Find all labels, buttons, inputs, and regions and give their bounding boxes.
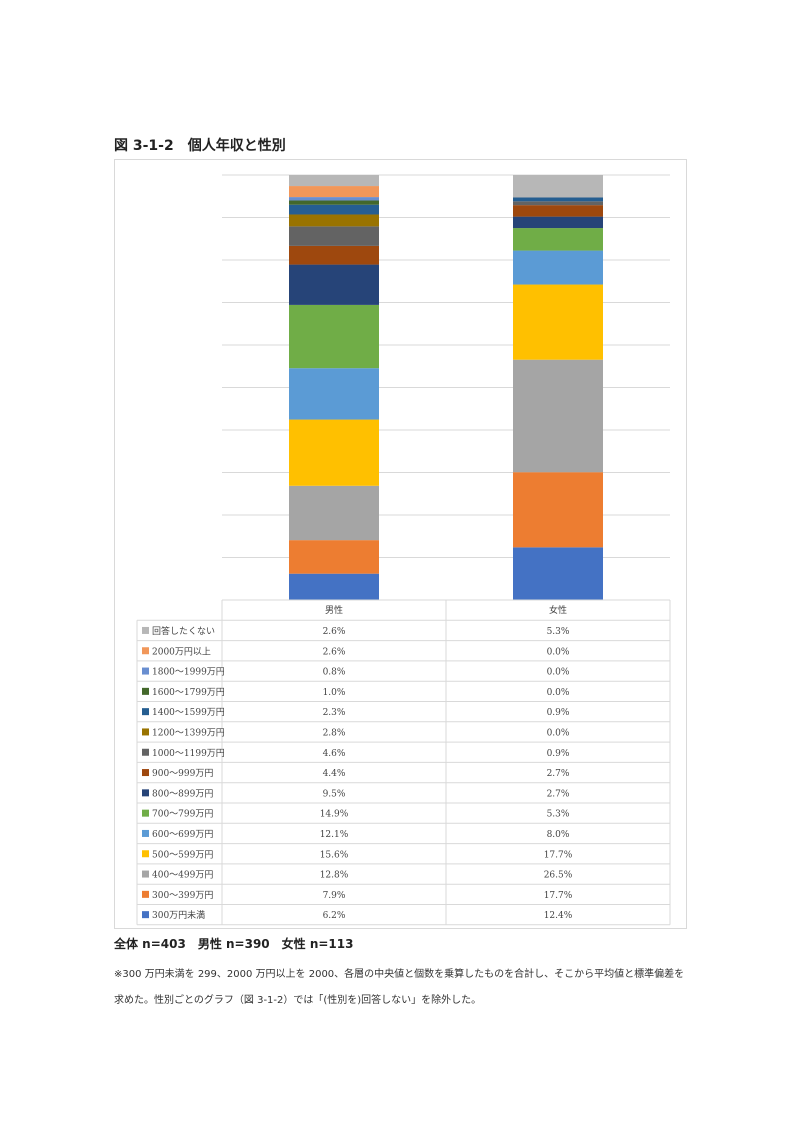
legend-label: 1200～1399万円 (152, 727, 225, 738)
bar-segment-1-0 (513, 547, 603, 600)
legend-swatch (142, 708, 149, 716)
legend-label: 1000～1199万円 (152, 748, 225, 759)
data-label: 0.0% (547, 668, 570, 678)
legend-swatch (142, 890, 149, 898)
data-label: 2.6% (323, 627, 346, 637)
legend-swatch (142, 850, 149, 858)
bar-segment-0-13 (289, 186, 379, 198)
category-label: 男性 (325, 604, 343, 616)
data-label: 0.0% (547, 647, 570, 657)
category-label: 女性 (549, 604, 567, 616)
sample-size-line: 全体 n=403 男性 n=390 女性 n=113 (114, 937, 354, 951)
legend-swatch (142, 769, 149, 777)
legend-label: 2000万円以上 (152, 646, 211, 657)
legend-label: 400～499万円 (152, 870, 213, 881)
legend-swatch (142, 829, 149, 837)
legend-label: 700～799万円 (152, 809, 213, 820)
bar-segment-1-1 (513, 472, 603, 548)
data-label: 0.9% (547, 708, 570, 718)
bar-segment-0-1 (289, 540, 379, 574)
legend-swatch (142, 728, 149, 736)
legend-label: 300～399万円 (152, 890, 213, 901)
data-label: 14.9% (320, 810, 349, 820)
figure-title: 図 3-1-2 個人年収と性別 (114, 138, 286, 154)
bar-segment-0-0 (289, 573, 379, 600)
legend-swatch (142, 626, 149, 634)
bar-segment-1-3 (513, 284, 603, 360)
bar-segment-0-3 (289, 419, 379, 486)
data-label: 4.4% (323, 769, 346, 779)
bar-segment-0-11 (289, 200, 379, 205)
bar-segment-0-14 (289, 175, 379, 187)
data-label: 17.7% (544, 891, 573, 901)
legend-swatch (142, 748, 149, 756)
data-label: 5.3% (547, 627, 570, 637)
bar-segment-0-5 (289, 304, 379, 369)
data-label: 26.5% (544, 871, 573, 881)
bar-segment-1-5 (513, 228, 603, 251)
data-label: 2.7% (547, 769, 570, 779)
footnote: ※300 万円未満を 299、2000 万円以上を 2000、各層の中央値と個数… (114, 969, 685, 1006)
data-label: 0.0% (547, 728, 570, 738)
bar-segment-0-4 (289, 368, 379, 420)
data-label: 12.8% (320, 871, 349, 881)
legend-label: 回答したくない (152, 625, 215, 637)
data-label: 2.6% (323, 647, 346, 657)
bar-segment-0-9 (289, 214, 379, 227)
legend-label: 900～999万円 (152, 768, 213, 779)
chart-frame: 男性 女性回答したくない 2.6% 5.3% 2000万円以上 2.6% 0.0% 1800～… (114, 159, 687, 929)
data-label: 12.1% (320, 830, 349, 840)
bar-segment-1-14 (513, 175, 603, 198)
bar-segment-1-8 (513, 201, 603, 206)
legend-label: 800～899万円 (152, 788, 213, 799)
legend-swatch (142, 789, 149, 797)
bar-segment-0-2 (289, 485, 379, 541)
data-label: 4.6% (323, 749, 346, 759)
legend-swatch (142, 870, 149, 878)
data-label: 2.7% (547, 789, 570, 799)
bar-segment-0-12 (289, 197, 379, 201)
bar-segment-0-6 (289, 264, 379, 305)
bar-segment-1-4 (513, 250, 603, 285)
data-label: 1.0% (323, 688, 346, 698)
data-label: 12.4% (544, 911, 573, 921)
bar-segment-0-8 (289, 226, 379, 246)
data-label: 8.0% (547, 830, 570, 840)
data-label: 2.8% (323, 728, 346, 738)
data-label: 0.8% (323, 668, 346, 678)
data-label: 0.9% (547, 749, 570, 759)
bar-segment-0-7 (289, 245, 379, 265)
legend-swatch (142, 911, 149, 919)
bar-segment-0-10 (289, 204, 379, 215)
data-label: 7.9% (323, 891, 346, 901)
legend-swatch (142, 647, 149, 655)
legend-label: 1600～1799万円 (152, 687, 225, 698)
bar-segment-1-6 (513, 216, 603, 229)
legend-swatch (142, 667, 149, 675)
legend-label: 600～699万円 (152, 829, 213, 840)
data-label: 9.5% (323, 789, 346, 799)
legend-swatch (142, 687, 149, 695)
data-label: 15.6% (320, 850, 349, 860)
data-label: 2.3% (323, 708, 346, 718)
bar-segment-1-2 (513, 359, 603, 473)
legend-label: 500～599万円 (152, 849, 213, 860)
legend-label: 1400～1599万円 (152, 707, 225, 718)
data-label: 6.2% (323, 911, 346, 921)
data-label: 17.7% (544, 850, 573, 860)
legend-swatch (142, 809, 149, 817)
bar-segment-1-10 (513, 197, 603, 202)
bar-segment-1-7 (513, 205, 603, 217)
legend-label: 300万円未満 (152, 909, 205, 921)
data-label: 5.3% (547, 810, 570, 820)
legend-label: 1800～1999万円 (152, 667, 225, 678)
data-label: 0.0% (547, 688, 570, 698)
